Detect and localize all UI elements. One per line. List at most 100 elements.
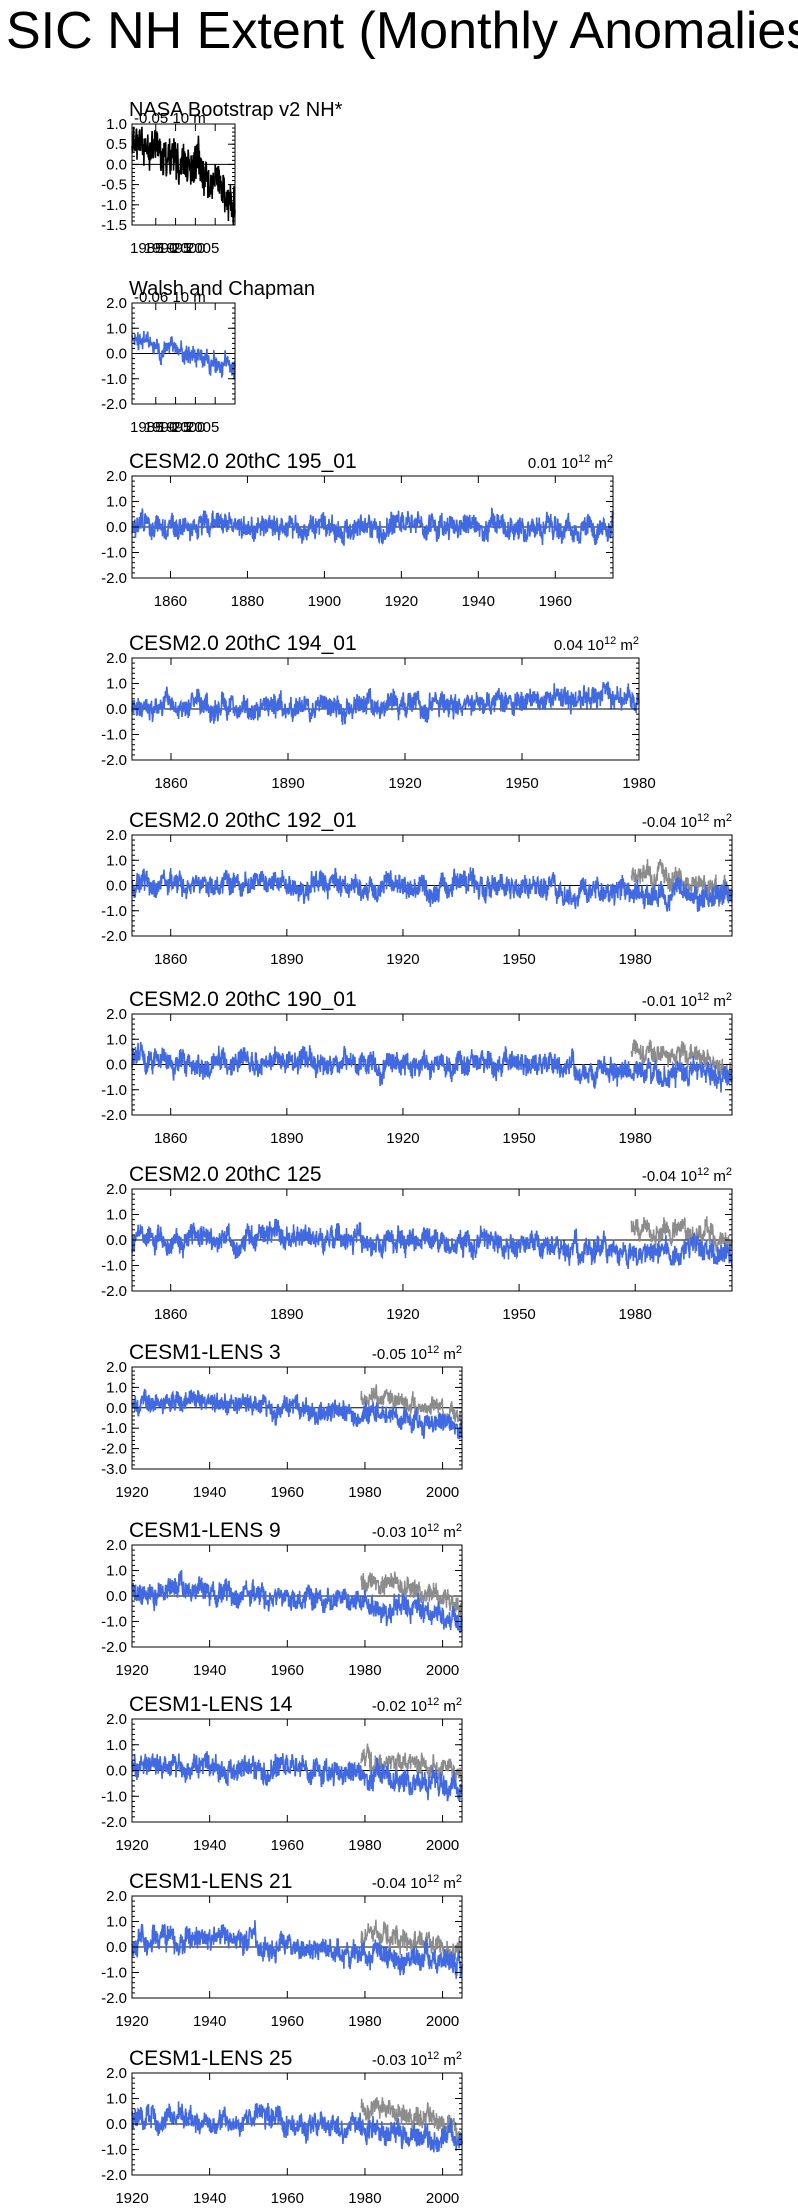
x-tick-label: 1995 (158, 240, 191, 257)
y-tick-label: -1.0 (101, 1788, 127, 1805)
y-tick-label: 1.0 (106, 1563, 127, 1580)
series-line (131, 1751, 463, 1802)
x-tick-label: 1980 (619, 1130, 652, 1147)
series-line (131, 507, 614, 546)
x-tick-label: 1940 (193, 1837, 226, 1854)
x-tick-label: 1920 (115, 2013, 148, 2030)
y-tick-label: -2.0 (101, 396, 127, 413)
x-tick-label: 1960 (271, 1662, 304, 1679)
y-tick-label: 2.0 (106, 468, 127, 485)
x-tick-label: 1980 (348, 1662, 381, 1679)
y-tick-label: -1.0 (101, 1965, 127, 1982)
plot-frame (131, 1366, 463, 1470)
y-tick-label: 2.0 (106, 1537, 127, 1554)
trend-label: -0.05 1012 m2 (372, 1344, 462, 1363)
panel-title: CESM1-LENS 21 (129, 1870, 292, 1893)
panel-title: Walsh and Chapman (129, 278, 315, 300)
y-tick-label: 2.0 (106, 1359, 127, 1376)
x-tick-label: 1990 (144, 419, 177, 436)
x-tick-label: 1960 (539, 593, 572, 610)
y-tick-label: -2.0 (101, 570, 127, 587)
x-tick-label: 1920 (386, 1130, 419, 1147)
y-tick-label: 0.0 (106, 701, 127, 718)
y-tick-label: -1.0 (101, 1614, 127, 1631)
x-tick-label: 1880 (231, 593, 264, 610)
series-line (131, 126, 236, 226)
x-tick-label: 1980 (619, 1306, 652, 1323)
x-tick-label: 1920 (115, 2190, 148, 2207)
x-tick-label: 2005 (186, 419, 219, 436)
x-tick-label: 1940 (193, 1662, 226, 1679)
panel-title: CESM2.0 20thC 194_01 (129, 632, 357, 655)
y-tick-label: -2.0 (101, 1639, 127, 1656)
x-tick-label: 1860 (154, 775, 187, 792)
panel-title: CESM1-LENS 25 (129, 2047, 292, 2070)
panel-title: CESM1-LENS 14 (129, 1693, 293, 1716)
x-tick-label: 1980 (348, 1484, 381, 1501)
x-tick-label: 1890 (271, 775, 304, 792)
panel-title: CESM2.0 20thC 195_01 (129, 450, 357, 473)
x-tick-label: 1985 (130, 240, 163, 257)
trend-label: -0.04 1012 m2 (642, 1166, 732, 1185)
x-tick-label: 1960 (271, 2013, 304, 2030)
y-tick-label: 1.0 (106, 676, 127, 693)
trend-label: -0.05 10 m (134, 110, 206, 127)
y-tick-label: -2.0 (101, 752, 127, 769)
chart-panel-7: CESM1-LENS 3 -0.05 1012 m2 2.0 1.0 0.0 -1.0 -2… (101, 1341, 463, 1501)
y-tick-label: 2.0 (106, 295, 127, 312)
series-line (131, 1218, 733, 1270)
trend-label: -0.02 1012 m2 (372, 1696, 462, 1715)
y-tick-label: 2.0 (106, 1006, 127, 1023)
y-tick-label: 0.0 (106, 519, 127, 536)
y-tick-label: -1.0 (101, 1082, 127, 1099)
chart-panel-8: CESM1-LENS 9 -0.03 1012 m2 2.0 1.0 0.0 -1.0 -2… (101, 1519, 463, 1679)
y-tick-label: 0.0 (106, 1232, 127, 1249)
x-tick-label: 1940 (193, 2013, 226, 2030)
y-tick-label: -2.0 (101, 1441, 127, 1458)
y-tick-label: 2.0 (106, 1888, 127, 1905)
page-title: SIC NH Extent (Monthly Anomalies) (6, 2, 798, 60)
plot-frame (131, 123, 236, 226)
series-line (131, 1041, 733, 1093)
x-tick-label: 1920 (388, 775, 421, 792)
x-tick-label: 1890 (270, 1306, 303, 1323)
x-tick-label: 1980 (348, 2190, 381, 2207)
panel-title: CESM2.0 20thC 190_01 (129, 988, 357, 1011)
y-tick-label: -1.0 (101, 2142, 127, 2159)
obs-series-line (630, 858, 733, 907)
x-tick-label: 1920 (385, 593, 418, 610)
x-tick-label: 2000 (426, 1662, 459, 1679)
trend-label: -0.06 10 m (134, 289, 206, 306)
x-tick-label: 2000 (426, 2013, 459, 2030)
chart-panel-0: NASA Bootstrap v2 NH*-0.05 10 m 1.0 0.5 0.0… (101, 99, 343, 257)
chart-panel-5: CESM2.0 20thC 190_01 -0.01 1012 m2 2.0 1.0 0… (101, 988, 733, 1147)
x-tick-label: 1980 (348, 2013, 381, 2030)
x-tick-label: 2005 (186, 240, 219, 257)
y-tick-label: 2.0 (106, 1181, 127, 1198)
x-tick-label: 1960 (271, 1837, 304, 1854)
x-tick-label: 2000 (172, 240, 205, 257)
chart-panel-4: CESM2.0 20thC 192_01 -0.04 1012 m2 2.0 1.0 0… (101, 809, 733, 968)
series-line (131, 681, 640, 725)
y-tick-label: 1.0 (106, 1914, 127, 1931)
series-line (131, 1388, 463, 1440)
x-tick-label: 1990 (144, 240, 177, 257)
y-tick-label: -1.0 (101, 903, 127, 920)
x-tick-label: 1950 (502, 1306, 535, 1323)
x-tick-label: 2000 (426, 2190, 459, 2207)
x-tick-label: 1960 (271, 1484, 304, 1501)
panel-title: CESM2.0 20thC 125 (129, 1163, 322, 1186)
y-tick-label: 0.0 (106, 1939, 127, 1956)
chart-panel-6: CESM2.0 20thC 125 -0.04 1012 m2 2.0 1.0 0.0 -… (101, 1163, 733, 1323)
chart-panel-11: CESM1-LENS 25 -0.03 1012 m2 2.0 1.0 0.0 -1.0 -… (101, 2047, 463, 2207)
x-tick-label: 2000 (426, 1484, 459, 1501)
y-tick-label: 1.0 (106, 1737, 127, 1754)
panel-title: CESM1-LENS 3 (129, 1341, 281, 1364)
x-tick-label: 1920 (386, 1306, 419, 1323)
y-tick-label: -2.0 (101, 1814, 127, 1831)
y-tick-label: 1.0 (106, 1207, 127, 1224)
x-tick-label: 1920 (115, 1484, 148, 1501)
y-tick-label: 1.0 (106, 116, 127, 133)
y-tick-label: 1.0 (106, 320, 127, 337)
